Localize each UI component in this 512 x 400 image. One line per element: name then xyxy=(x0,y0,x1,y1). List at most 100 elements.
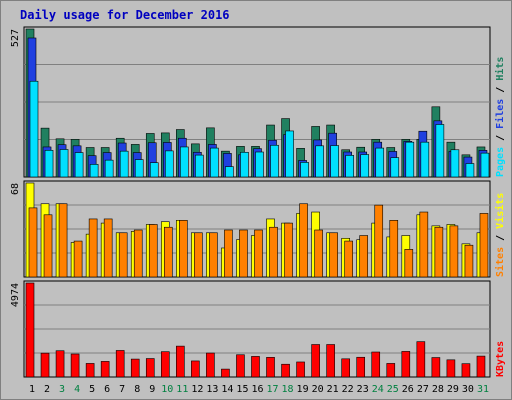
legend-visits: Visits xyxy=(494,193,506,229)
bar-pages-22 xyxy=(345,155,354,178)
bar-kbytes-12 xyxy=(191,360,200,378)
x-tick-label-13: 13 xyxy=(206,384,218,395)
bar-pages-28 xyxy=(435,124,445,178)
bar-kbytes-4 xyxy=(70,353,80,378)
bar-kbytes-18 xyxy=(281,363,290,378)
x-tick-label-10: 10 xyxy=(161,384,173,395)
x-tick-label-27: 27 xyxy=(417,384,429,395)
x-tick-label-4: 4 xyxy=(74,384,80,395)
bar-kbytes-30 xyxy=(461,363,471,378)
x-tick-label-25: 25 xyxy=(387,384,399,395)
legend-kbytes: KBytes xyxy=(495,341,506,377)
bar-pages-25 xyxy=(390,157,400,178)
x-tick-label-28: 28 xyxy=(432,384,444,395)
legend: Sites / Visits xyxy=(494,193,506,277)
bar-sites-2 xyxy=(43,214,53,278)
x-tick-label-17: 17 xyxy=(266,384,278,395)
x-tick-label-31: 31 xyxy=(477,384,489,395)
x-tick-label-1: 1 xyxy=(29,384,35,395)
bar-pages-12 xyxy=(195,154,204,178)
bar-kbytes-3 xyxy=(55,350,65,378)
bar-sites-9 xyxy=(148,224,158,278)
x-tick-label-24: 24 xyxy=(372,384,384,395)
bar-kbytes-31 xyxy=(476,355,486,378)
bar-sites-30 xyxy=(464,244,474,278)
x-tick-label-20: 20 xyxy=(312,384,324,395)
bar-sites-22 xyxy=(344,240,353,278)
bar-pages-5 xyxy=(89,164,99,178)
legend-pages: Pages xyxy=(495,147,506,177)
legend-separator: / xyxy=(495,81,506,99)
bar-pages-23 xyxy=(360,154,370,178)
bar-kbytes-16 xyxy=(251,356,260,378)
chart-panel-2: 68 Sites / Visits xyxy=(10,180,506,278)
bar-kbytes-22 xyxy=(341,358,350,378)
bar-kbytes-17 xyxy=(266,357,275,378)
bar-sites-16 xyxy=(254,229,263,278)
x-axis-labels: 1 2 3 4 5 6 7 8 9 10 11 12 13 14 15 16 17 18 19 20 21 22 23 24 2… xyxy=(29,384,489,395)
y-max-label: 527 xyxy=(10,29,21,47)
bar-kbytes-7 xyxy=(115,350,125,378)
bar-sites-13 xyxy=(209,232,218,278)
bar-pages-30 xyxy=(465,163,475,178)
legend-files: Files xyxy=(494,99,506,129)
bar-pages-11 xyxy=(180,146,189,178)
x-tick-label-12: 12 xyxy=(191,384,203,395)
bar-kbytes-27 xyxy=(416,341,426,378)
bar-kbytes-28 xyxy=(431,357,441,378)
bar-pages-24 xyxy=(375,147,385,178)
bar-sites-6 xyxy=(103,218,113,278)
x-tick-label-18: 18 xyxy=(282,384,294,395)
bar-pages-13 xyxy=(210,147,219,178)
bar-pages-17 xyxy=(270,144,279,178)
bar-kbytes-5 xyxy=(85,363,95,378)
x-tick-label-26: 26 xyxy=(402,384,414,395)
bar-kbytes-20 xyxy=(311,344,320,378)
series-pages xyxy=(29,80,490,178)
x-tick-label-14: 14 xyxy=(221,384,233,395)
bar-kbytes-10 xyxy=(160,351,170,378)
bar-sites-4 xyxy=(73,240,83,278)
bar-kbytes-23 xyxy=(356,356,366,378)
bar-kbytes-13 xyxy=(206,352,215,378)
bar-pages-7 xyxy=(119,150,129,178)
bar-kbytes-6 xyxy=(100,361,110,378)
x-tick-label-30: 30 xyxy=(462,384,474,395)
bar-sites-26 xyxy=(404,249,414,278)
bar-sites-14 xyxy=(224,229,233,278)
legend: Pages / Files / Hits xyxy=(494,57,506,177)
legend-separator: / xyxy=(495,229,506,247)
bar-sites-15 xyxy=(239,229,248,278)
bar-sites-12 xyxy=(194,232,203,278)
x-tick-label-5: 5 xyxy=(89,384,95,395)
bar-pages-4 xyxy=(74,152,84,178)
bar-pages-19 xyxy=(300,162,309,178)
bar-sites-21 xyxy=(329,232,338,278)
x-tick-label-6: 6 xyxy=(104,384,110,395)
bar-sites-5 xyxy=(88,218,98,278)
bar-pages-16 xyxy=(255,151,264,178)
bar-pages-1 xyxy=(29,80,39,178)
legend-separator: / xyxy=(495,129,506,147)
bar-sites-20 xyxy=(314,229,323,278)
bar-sites-25 xyxy=(389,220,399,278)
bar-sites-23 xyxy=(359,235,369,278)
x-tick-label-3: 3 xyxy=(59,384,65,395)
x-tick-label-23: 23 xyxy=(357,384,369,395)
bar-kbytes-14 xyxy=(221,368,230,378)
y-max-label: 68 xyxy=(10,183,21,195)
chart-panel-1: 527 Pages / Files / Hits xyxy=(10,26,506,178)
bar-kbytes-29 xyxy=(446,359,456,378)
bar-kbytes-1 xyxy=(25,282,35,378)
bar-pages-20 xyxy=(315,145,324,178)
bar-sites-27 xyxy=(419,211,429,278)
x-tick-label-8: 8 xyxy=(134,384,140,395)
bar-sites-18 xyxy=(284,222,293,278)
bar-kbytes-19 xyxy=(296,361,305,378)
series-sites xyxy=(28,203,489,278)
x-tick-label-21: 21 xyxy=(327,384,339,395)
bar-sites-31 xyxy=(479,213,489,278)
x-tick-label-11: 11 xyxy=(176,384,188,395)
x-tick-label-7: 7 xyxy=(119,384,125,395)
